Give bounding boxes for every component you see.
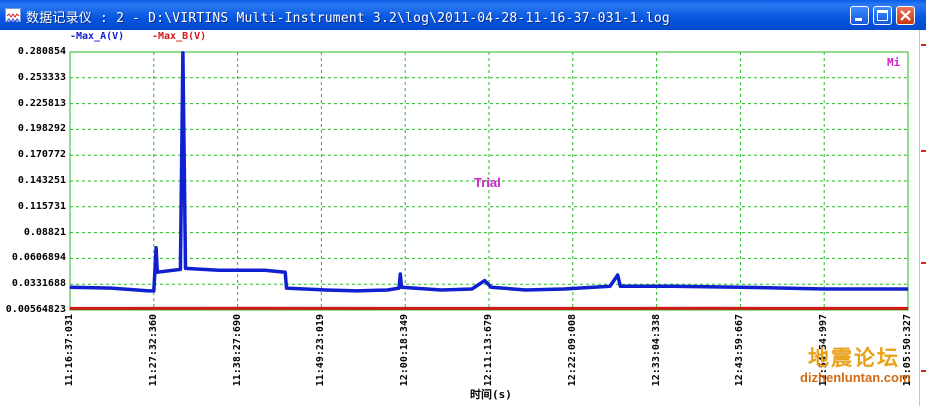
x-tick-label: 12:43:59:667 [734,314,746,387]
data-point [386,289,389,291]
data-point [156,271,158,273]
data-point [155,247,157,249]
data-point [907,307,909,309]
data-point [609,285,611,287]
x-tick-label: 11:49:23:019 [315,314,327,387]
legend-item-b: -Max_B(V) [152,31,206,42]
x-tick-label: 11:38:27:690 [231,314,243,387]
data-point [69,307,71,309]
data-point [110,287,112,289]
y-tick-label: 0.0331688 [11,278,66,290]
data-point [563,288,565,290]
data-point [617,274,619,276]
x-tick-label: 12:22:09:008 [566,314,578,387]
y-tick-label: 0.253333 [17,71,66,83]
window-title: 数据记录仪 : 2 - D:\VIRTINS Multi-Instrument … [26,11,670,26]
y-tick-label: 0.08821 [23,226,66,238]
legend-item-a: -Max_A(V) [70,31,124,42]
data-point [824,288,826,290]
waveform-icon[interactable] [5,8,21,23]
x-axis-label: 时间(s) [470,388,512,401]
data-point [285,287,288,289]
data-point [440,289,442,291]
data-point [153,290,155,292]
data-point [184,267,187,270]
data-point [490,286,492,288]
minimize-button[interactable] [850,6,869,25]
maximize-button[interactable] [873,6,892,25]
data-point [154,272,156,274]
right-edge-marker [921,262,926,264]
right-edge-strip [919,30,926,406]
y-tick-label: 0.280854 [17,46,66,57]
data-point [471,288,473,290]
legend-label-a: -Max_A(V) [70,31,125,42]
data-point [325,289,327,291]
x-tick-label: 12:33:04:338 [650,314,662,387]
data-point [284,271,286,273]
x-tick-label: 11:16:37:031 [64,314,75,387]
y-tick-label: 0.170772 [17,149,66,161]
close-button[interactable] [896,6,915,25]
y-tick-label: 0.0606894 [11,252,66,264]
y-tick-label: 0.00564823 [5,304,66,315]
title-bar[interactable]: 数据记录仪 : 2 - D:\VIRTINS Multi-Instrument … [0,0,926,30]
data-point [356,290,358,292]
watermark-url: dizhenluntan.com [800,370,911,385]
data-point [525,289,527,291]
data-point [182,52,184,54]
data-point [670,285,673,287]
data-point [907,288,909,290]
data-point [399,273,401,275]
watermark-logo: 地震论坛 [808,345,900,370]
trial-label: Trial [474,175,501,190]
right-edge-marker [921,370,926,372]
data-point [739,286,742,288]
x-tick-label: 12:11:13:679 [483,314,494,387]
series-line-max-a [69,51,908,293]
data-point [484,280,486,282]
x-tick-label: 12:00:18:349 [399,314,411,387]
data-point [264,269,266,271]
data-point [248,307,251,309]
data-point [147,290,149,292]
data-point [479,307,481,309]
y-tick-label: 0.198292 [17,123,66,135]
y-tick-label: 0.225813 [17,97,66,109]
corner-mark: Mi [887,56,901,69]
data-point [400,286,403,288]
data-point [709,307,711,309]
data-point [69,286,71,288]
data-point [619,285,621,287]
maximize-icon [877,10,888,21]
x-tick-label: 11:27:32:360 [147,314,159,387]
y-tick-label: 0.115731 [17,200,66,212]
close-icon [900,10,911,21]
right-edge-marker [921,150,926,152]
y-tick-label: 0.143251 [17,175,66,186]
data-point [398,287,400,289]
data-point [179,268,181,270]
legend-label-b: -Max_B(V) [152,31,207,42]
data-point [218,269,220,271]
minimize-icon [855,18,862,21]
right-edge-marker [921,44,926,46]
